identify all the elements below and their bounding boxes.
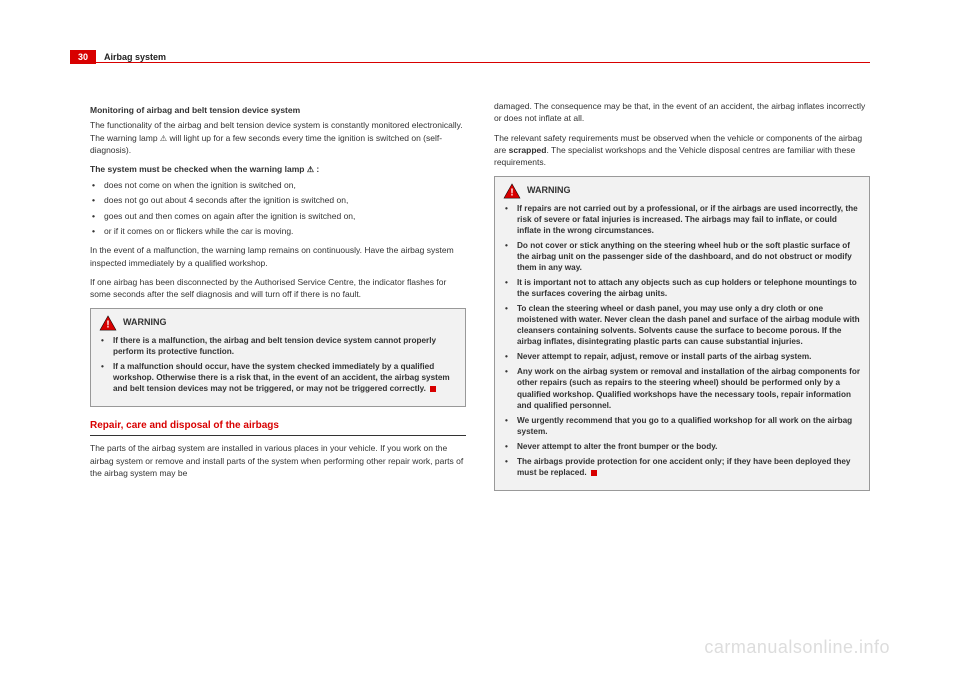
text-fragment: The system must be checked when the warn… xyxy=(90,164,307,174)
warning-label: WARNING xyxy=(123,316,167,329)
list-item: We urgently recommend that you go to a q… xyxy=(503,415,861,437)
check-bullet-list: does not come on when the ignition is sw… xyxy=(90,179,466,237)
list-item: The airbags provide protection for one a… xyxy=(503,456,861,478)
body-text: The functionality of the airbag and belt… xyxy=(90,119,466,156)
list-item: It is important not to attach any object… xyxy=(503,277,861,299)
chapter-title: Airbag system xyxy=(104,52,166,62)
warning-label: WARNING xyxy=(527,184,571,197)
warning-box: ! WARNING If repairs are not carried out… xyxy=(494,176,870,491)
list-item: If a malfunction should occur, have the … xyxy=(99,361,457,394)
list-item: or if it comes on or flickers while the … xyxy=(90,225,466,237)
text-fragment: : xyxy=(314,164,319,174)
warning-heading: ! WARNING xyxy=(99,315,457,331)
list-item: If there is a malfunction, the airbag an… xyxy=(99,335,457,357)
airbag-lamp-icon: ⚠ xyxy=(307,165,314,174)
warning-box: ! WARNING If there is a malfunction, the… xyxy=(90,308,466,407)
warning-triangle-icon: ! xyxy=(503,183,521,199)
bold-text: scrapped xyxy=(509,145,547,155)
list-item: To clean the steering wheel or dash pane… xyxy=(503,303,861,347)
right-column: damaged. The consequence may be that, in… xyxy=(494,100,870,501)
section-rule xyxy=(90,435,466,436)
manual-page: 30 Airbag system Monitoring of airbag an… xyxy=(0,0,960,678)
content-columns: Monitoring of airbag and belt tension de… xyxy=(90,100,870,501)
warning-list: If there is a malfunction, the airbag an… xyxy=(99,335,457,394)
list-item: Any work on the airbag system or removal… xyxy=(503,366,861,410)
warning-heading: ! WARNING xyxy=(503,183,861,199)
header-rule xyxy=(70,62,870,63)
end-marker-icon xyxy=(591,470,597,476)
warning-list: If repairs are not carried out by a prof… xyxy=(503,203,861,478)
text-fragment: The airbags provide protection for one a… xyxy=(517,457,850,477)
body-text: If one airbag has been disconnected by t… xyxy=(90,276,466,301)
list-item: Never attempt to alter the front bumper … xyxy=(503,441,861,452)
list-item: Never attempt to repair, adjust, remove … xyxy=(503,351,861,362)
text-fragment: . The specialist workshops and the Vehic… xyxy=(494,145,855,167)
body-text: In the event of a malfunction, the warni… xyxy=(90,244,466,269)
list-item: Do not cover or stick anything on the st… xyxy=(503,240,861,273)
warning-triangle-icon: ! xyxy=(99,315,117,331)
end-marker-icon xyxy=(430,386,436,392)
list-item: goes out and then comes on again after t… xyxy=(90,210,466,222)
body-text: The relevant safety requirements must be… xyxy=(494,132,870,169)
list-item: does not go out about 4 seconds after th… xyxy=(90,194,466,206)
list-item: does not come on when the ignition is sw… xyxy=(90,179,466,191)
list-item: If repairs are not carried out by a prof… xyxy=(503,203,861,236)
watermark-text: carmanualsonline.info xyxy=(704,637,890,658)
left-column: Monitoring of airbag and belt tension de… xyxy=(90,100,466,501)
body-text: damaged. The consequence may be that, in… xyxy=(494,100,870,125)
section-title-repair: Repair, care and disposal of the airbags xyxy=(90,419,466,434)
svg-text:!: ! xyxy=(106,319,109,330)
body-text: The parts of the airbag system are insta… xyxy=(90,442,466,479)
svg-text:!: ! xyxy=(510,187,513,198)
subheading-monitoring: Monitoring of airbag and belt tension de… xyxy=(90,104,466,116)
subheading-check: The system must be checked when the warn… xyxy=(90,163,466,176)
text-fragment: If a malfunction should occur, have the … xyxy=(113,362,450,393)
